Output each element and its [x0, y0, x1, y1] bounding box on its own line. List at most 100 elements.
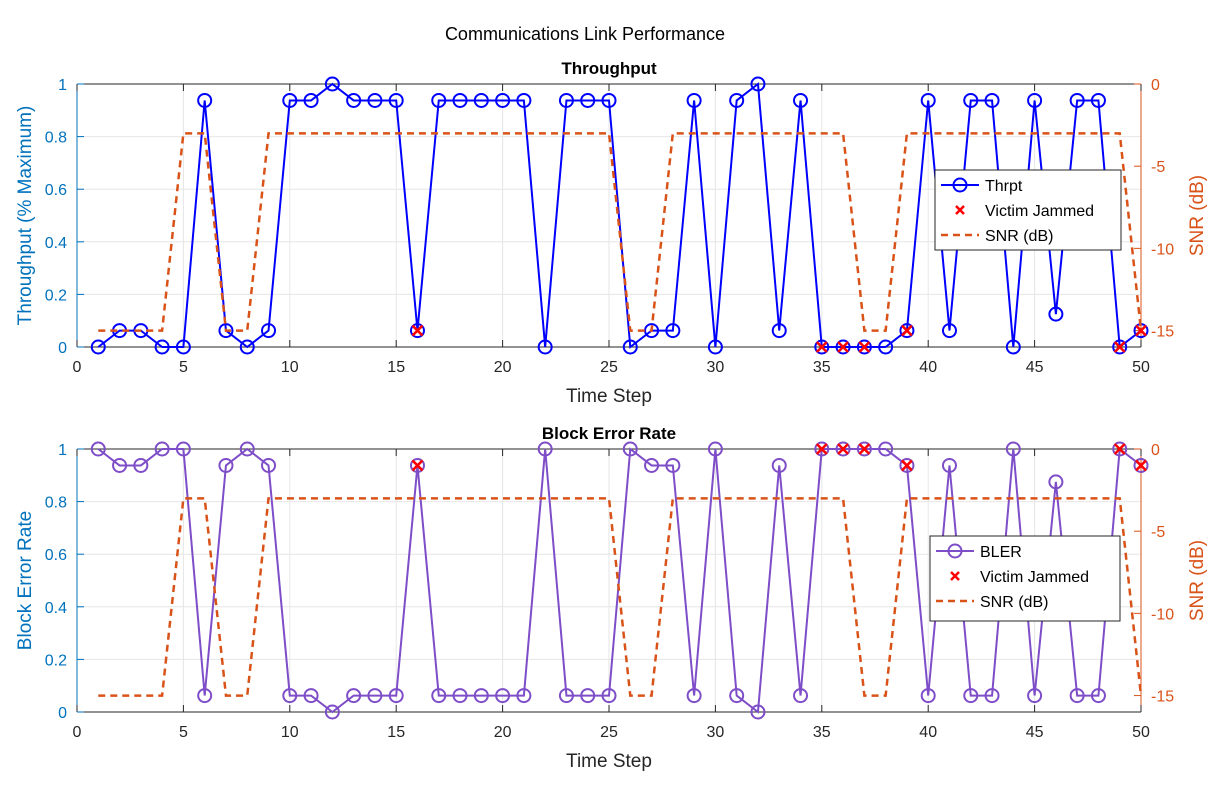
- bler-point: [409, 457, 425, 473]
- throughput-point: [239, 339, 255, 355]
- subplot-throughput: 0 5 10 15 20 25 30 35 40 45 50 0 0.2 0.4 0.6 0.8 1 -15 -10…: [15, 59, 1208, 407]
- jammed-marker: [1113, 341, 1126, 353]
- throughput-point: [282, 92, 298, 108]
- throughput-point: [814, 339, 830, 355]
- throughput-point: [1048, 306, 1064, 322]
- throughput-point: [984, 92, 1000, 108]
- bler-point: [963, 688, 979, 704]
- y-tick-label: 0.4: [45, 600, 67, 617]
- x-tick-label: 5: [179, 724, 188, 741]
- throughput-point: [835, 339, 851, 355]
- throughput-point: [473, 92, 489, 108]
- x-tick-label: 50: [1132, 724, 1150, 741]
- jammed-marker: [1113, 443, 1126, 455]
- bler-point: [282, 688, 298, 704]
- y-tick-label: 0.6: [45, 547, 67, 564]
- x-tick-label: 25: [600, 724, 618, 741]
- bler-point: [324, 704, 340, 720]
- x-tick-label: 45: [1026, 724, 1044, 741]
- x-tick-label: 30: [707, 724, 725, 741]
- throughput-point: [729, 92, 745, 108]
- y-tick-label: 0: [58, 705, 67, 722]
- throughput-point: [218, 323, 234, 339]
- throughput-point: [665, 323, 681, 339]
- throughput-point: [878, 339, 894, 355]
- bler-point: [686, 688, 702, 704]
- bler-point: [856, 441, 872, 457]
- throughput-point: [941, 323, 957, 339]
- bler-point: [899, 457, 915, 473]
- legend-marker-sample: [955, 205, 965, 215]
- jammed-marker: [858, 443, 871, 455]
- bler-point: [1112, 441, 1128, 457]
- x-tick-label: 0: [73, 359, 82, 376]
- x-tick-label: 5: [179, 359, 188, 376]
- y-tick-label: 0.6: [45, 182, 67, 199]
- throughput-point: [558, 92, 574, 108]
- throughput-point: [920, 92, 936, 108]
- throughput-point: [495, 92, 511, 108]
- throughput-point: [1112, 339, 1128, 355]
- bler-point: [261, 457, 277, 473]
- legend-marker-sample: [947, 543, 963, 559]
- x-tick-label: 35: [813, 724, 831, 741]
- throughput-point: [346, 92, 362, 108]
- throughput-point: [1069, 92, 1085, 108]
- throughput-point: [771, 323, 787, 339]
- bler-point: [1133, 457, 1149, 473]
- bler-point: [1048, 474, 1064, 490]
- throughput-point: [750, 76, 766, 92]
- y-tick-label: 0.4: [45, 235, 67, 252]
- legend-label: Victim Jammed: [980, 569, 1089, 586]
- jammed-marker: [901, 324, 913, 337]
- x-tick-label: 35: [813, 359, 831, 376]
- bler-point: [197, 688, 213, 704]
- bler-point: [580, 688, 596, 704]
- bler-point: [175, 441, 191, 457]
- throughput-point: [324, 76, 340, 92]
- throughput-point: [686, 92, 702, 108]
- bler-point: [473, 688, 489, 704]
- snr-line: [98, 132, 1143, 332]
- jammed-marker: [1135, 459, 1147, 472]
- throughput-point: [431, 92, 447, 108]
- y2-tick-label: -10: [1151, 241, 1174, 258]
- bler-point: [707, 441, 723, 457]
- x-tick-label: 45: [1026, 359, 1044, 376]
- x-tick-label: 0: [73, 724, 82, 741]
- subplot-bler: 0 5 10 15 20 25 30 35 40 45 50 0 0.2 0.4 0.6 0.8 1 -15 -10…: [15, 424, 1208, 772]
- legend-label: BLER: [980, 544, 1022, 561]
- bler-point: [750, 704, 766, 720]
- x-tick-label: 10: [281, 359, 299, 376]
- bler-point: [835, 441, 851, 457]
- bler-point: [984, 688, 1000, 704]
- throughput-point: [580, 92, 596, 108]
- y-tick-label: 1: [58, 77, 67, 94]
- y-tick-label: 0: [58, 340, 67, 357]
- y-axis-label: Block Error Rate: [15, 511, 36, 650]
- x-tick-label: 20: [494, 359, 512, 376]
- x-tick-label: 15: [387, 359, 405, 376]
- jammed-marker: [411, 459, 424, 472]
- jammed-marker: [837, 443, 849, 455]
- bler-point: [112, 457, 128, 473]
- snr-line: [98, 497, 1143, 697]
- bler-point: [878, 441, 894, 457]
- figure-title: Communications Link Performance: [445, 24, 725, 44]
- jammed-marker: [815, 443, 828, 455]
- throughput-point: [452, 92, 468, 108]
- subplot-title: Block Error Rate: [542, 424, 676, 443]
- jammed-marker: [815, 341, 828, 353]
- bler-point: [941, 457, 957, 473]
- bler-point: [1069, 688, 1085, 704]
- y2-tick-label: -5: [1151, 159, 1165, 176]
- throughput-point: [537, 339, 553, 355]
- x-tick-label: 30: [707, 359, 725, 376]
- y-tick-label: 0.8: [45, 130, 67, 147]
- throughput-point: [388, 92, 404, 108]
- throughput-point: [154, 339, 170, 355]
- throughput-point: [1090, 92, 1106, 108]
- bler-point: [154, 441, 170, 457]
- throughput-point: [601, 92, 617, 108]
- bler-point: [558, 688, 574, 704]
